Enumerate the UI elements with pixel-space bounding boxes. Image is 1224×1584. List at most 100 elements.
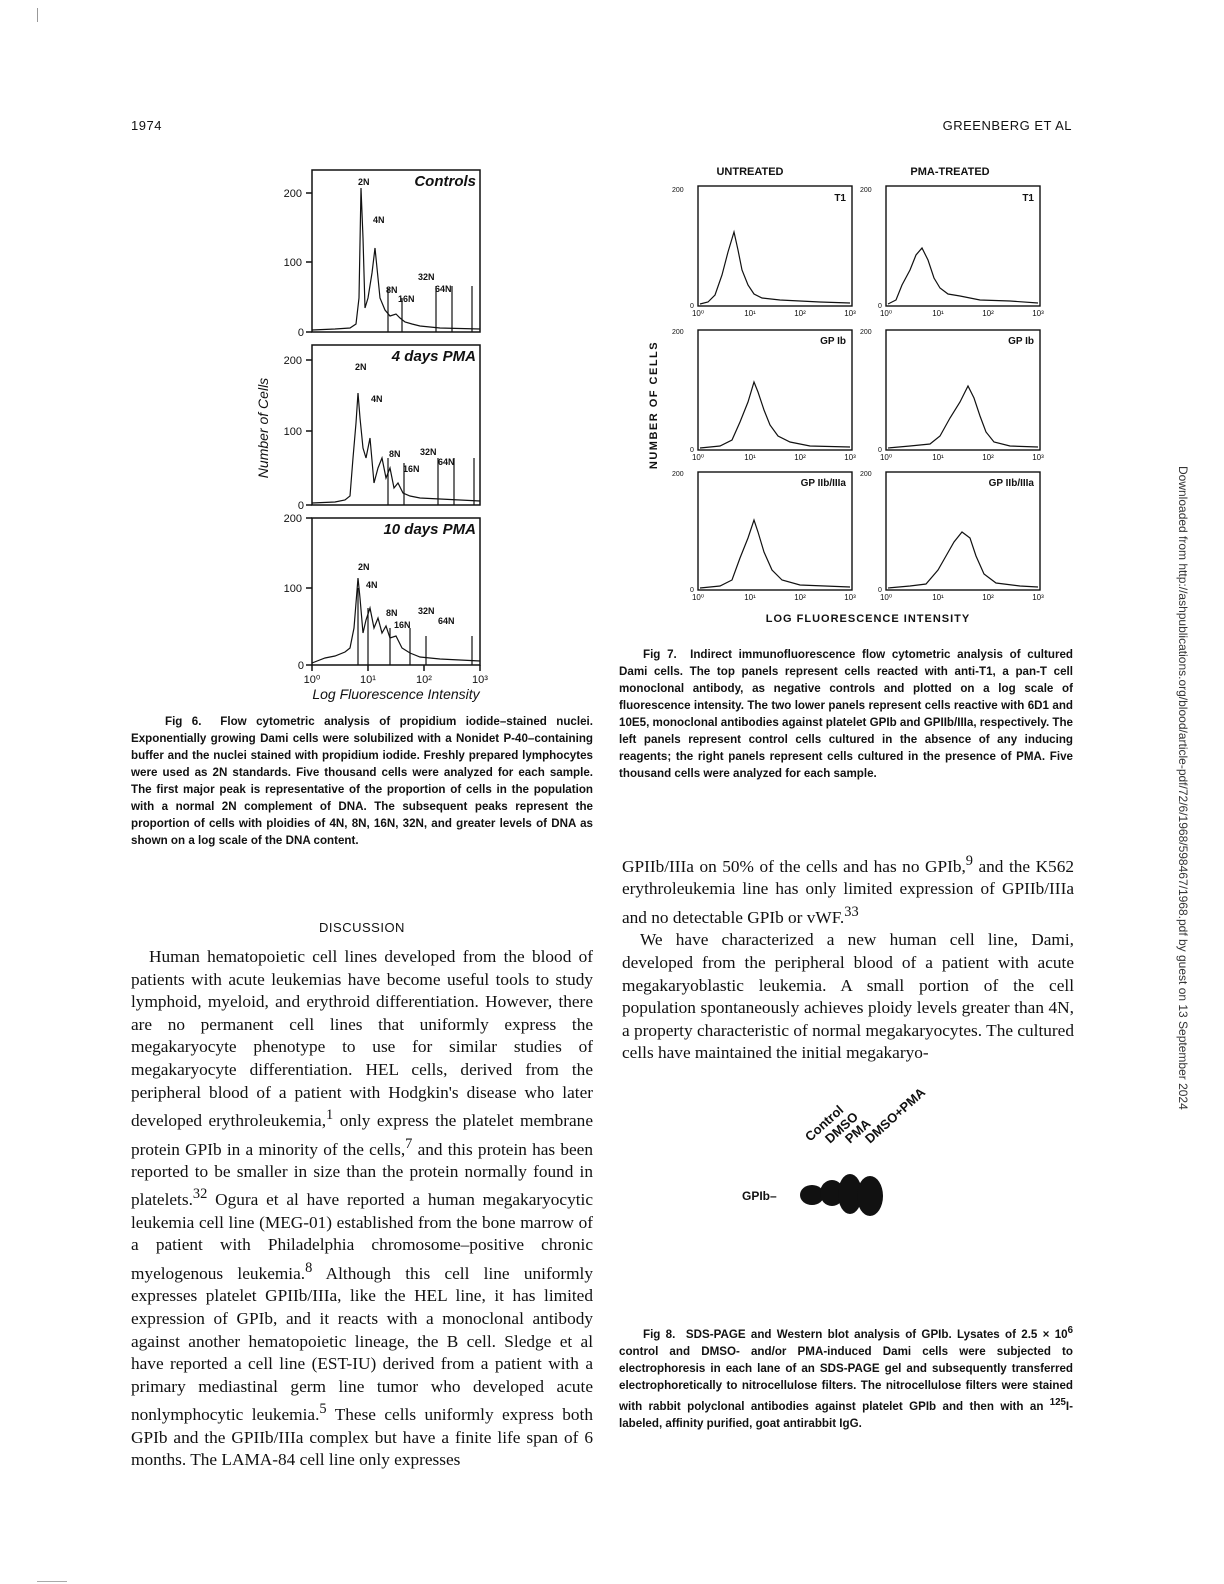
discussion-text-2: We have characterized a new human cell l… [622,930,1074,1063]
fig8-caption-label: Fig 8. [643,1327,676,1341]
fig7-row-label: GP Ib [820,336,846,347]
fig7-xtick: 10² [794,453,806,462]
fig6-peak-label: 16N [403,464,420,474]
discussion-heading: DISCUSSION [319,920,405,935]
fig6-panel-label: 10 days PMA [383,521,476,538]
fig6-peak-label: 2N [355,362,367,372]
fig8-western-blot: Control DMSO PMA DMSO+PMA GPIb– [742,1084,929,1216]
fig7-xtick: 10² [982,593,994,602]
fig6-peak-label: 64N [438,457,455,467]
fig7-xtick: 10² [982,309,994,318]
fig6-peak-label: 2N [358,177,370,187]
fig7-xtick: 10⁰ [880,309,892,318]
margin-mark [37,8,38,22]
fig7-ytick-top: 200 [672,187,684,194]
fig6-peak-label: 32N [418,272,435,282]
fig6-p1-ytick: 200 [284,188,302,200]
discussion-continuation: GPIIb/IIIa on 50% of the cells and has n… [622,853,1074,927]
fig6-p3-ytick: 200 [284,513,302,525]
fig6-xtick: 10¹ [360,674,376,686]
fig7-xtick: 10⁰ [692,309,704,318]
fig6-caption: Fig 6. Flow cytometric analysis of propi… [131,713,593,849]
fig7-xtick: 10³ [1032,453,1044,462]
fig6-p1-ytick: 100 [284,257,302,269]
fig7-col-title: PMA-TREATED [910,166,989,178]
fig7-row-label: GP IIb/IIIa [989,478,1035,489]
fig6-xlabel: Log Fluorescence Intensity [312,686,480,702]
fig6-peak-label: 2N [358,562,370,572]
fig6-peak-label: 8N [386,285,398,295]
fig6-peak-label: 64N [435,284,452,294]
fig7-histograms: UNTREATED PMA-TREATED 200 200 200 200 20… [648,166,1044,625]
fig6-peak-label: 16N [394,620,411,630]
fig8-caption-text: SDS-PAGE and Western blot analysis of GP… [619,1325,1073,1430]
footer-mark [37,1581,67,1582]
fig7-ytick-bottom: 0 [878,303,882,310]
fig6-peak-label: 8N [389,449,401,459]
fig6-xtick: 10² [416,674,432,686]
fig7-ytick-top: 200 [672,471,684,478]
download-sidebar: Downloaded from http://ashpublications.o… [1176,466,1190,1110]
fig8-band-label: GPIb– [742,1189,777,1203]
fig7-xtick: 10¹ [744,453,756,462]
fig7-xtick: 10³ [844,593,856,602]
discussion-text-1: Human hematopoietic cell lines developed… [131,947,593,1470]
fig6-p3-ytick: 100 [284,583,302,595]
fig6-peak-label: 4N [371,394,383,404]
fig6-peak-label: 8N [386,608,398,618]
fig7-xtick: 10¹ [932,593,944,602]
fig7-xtick: 10¹ [932,453,944,462]
fig7-ytick-top: 200 [860,471,872,478]
fig7-row-label: GP Ib [1008,336,1034,347]
fig7-xtick: 10⁰ [880,453,892,462]
fig6-histograms: 200 100 0 200 100 0 200 100 0 Controls 4… [255,169,488,702]
fig7-xtick: 10⁰ [692,593,704,602]
fig7-xtick: 10³ [1032,593,1044,602]
page-number: 1974 [131,118,162,133]
fig6-caption-text: Flow cytometric analysis of propidium io… [131,715,593,847]
fig7-xtick: 10¹ [932,309,944,318]
fig6-peak-label: 4N [366,580,378,590]
fig7-xtick: 10⁰ [692,453,704,462]
fig7-row-label: T1 [834,193,846,204]
fig7-ytick-bottom: 0 [690,447,694,454]
fig6-peak-label: 16N [398,294,415,304]
fig7-ytick-top: 200 [672,329,684,336]
fig7-xlabel: LOG FLUORESCENCE INTENSITY [766,613,970,625]
fig6-xtick: 10⁰ [304,674,321,686]
fig7-ytick-bottom: 0 [690,303,694,310]
discussion-paragraph-1: Human hematopoietic cell lines developed… [131,946,593,1472]
fig8-lane-label: DMSO+PMA [862,1084,929,1146]
fig7-caption-label: Fig 7. [643,648,677,661]
fig6-ylabel: Number of Cells [255,378,271,478]
fig6-p2-ytick: 0 [298,500,304,512]
fig7-col-title: UNTREATED [716,166,783,178]
fig7-ytick-bottom: 0 [690,587,694,594]
fig7-xtick: 10³ [844,309,856,318]
fig6-panel-label: Controls [414,173,476,190]
fig7-ylabel: NUMBER OF CELLS [648,341,660,469]
fig7-ytick-bottom: 0 [878,587,882,594]
running-head: GREENBERG ET AL [942,118,1072,133]
fig6-peak-label: 32N [420,447,437,457]
fig6-p2-ytick: 200 [284,355,302,367]
fig7-xtick: 10² [794,593,806,602]
fig7-xtick: 10³ [1032,309,1044,318]
fig7-ytick-top: 200 [860,329,872,336]
fig6-peak-label: 4N [373,215,385,225]
discussion-right-column: GPIIb/IIIa on 50% of the cells and has n… [622,850,1074,1065]
fig8-caption: Fig 8. SDS-PAGE and Western blot analysi… [619,1322,1073,1432]
fig6-p2-ytick: 100 [284,426,302,438]
fig7-xtick: 10² [982,453,994,462]
fig7-xtick: 10¹ [744,593,756,602]
fig6-panel-label: 4 days PMA [391,348,476,365]
fig7-xtick: 10³ [844,453,856,462]
fig6-p1-ytick: 0 [298,327,304,339]
fig7-caption: Fig 7. Indirect immunofluorescence flow … [619,646,1073,782]
fig6-peak-label: 32N [418,606,435,616]
fig7-ytick-bottom: 0 [878,447,882,454]
fig7-xtick: 10² [794,309,806,318]
fig7-xtick: 10⁰ [880,593,892,602]
fig7-xtick: 10¹ [744,309,756,318]
fig8-bands [800,1174,883,1216]
